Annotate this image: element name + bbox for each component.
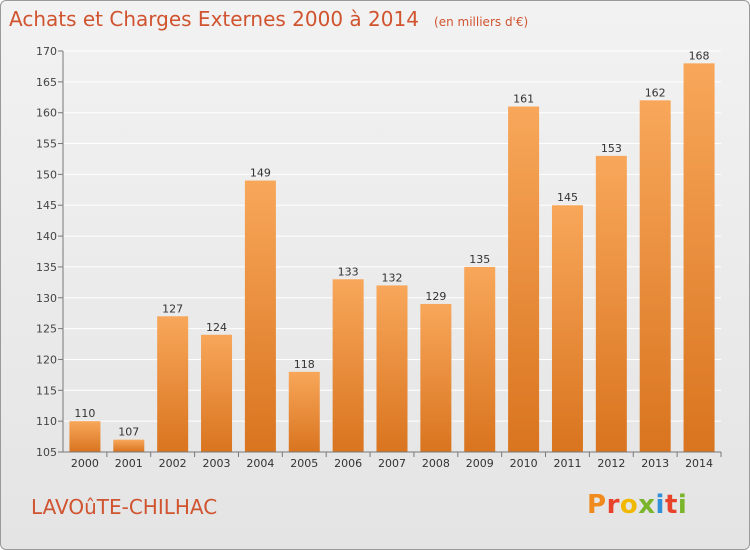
x-tick-label: 2004 (246, 457, 274, 470)
x-tick-label: 2005 (290, 457, 318, 470)
logo-letter: i (655, 490, 665, 520)
labels-group: 110 107 127 124 149 118 133 132 129 135 161 145 153 1… (74, 49, 709, 438)
y-tick-label: 130 (36, 292, 57, 305)
commune-name: LAVOûTE-CHILHAC (31, 495, 218, 519)
y-tick-label: 150 (36, 168, 57, 181)
data-label: 124 (206, 321, 227, 334)
data-label: 149 (250, 167, 271, 180)
chart-title: Achats et Charges Externes 2000 à 2014 (… (9, 7, 528, 31)
y-tick-label: 110 (36, 415, 57, 428)
x-tick-label: 2001 (115, 457, 143, 470)
bars-group (69, 63, 715, 453)
bar (376, 285, 408, 452)
y-tick-label: 120 (36, 353, 57, 366)
bar (639, 100, 671, 452)
bar (420, 303, 452, 452)
x-tick-label: 2013 (641, 457, 669, 470)
logo-letter: r (606, 490, 620, 520)
bar (244, 180, 276, 453)
y-tick-label: 105 (36, 446, 57, 459)
chart-title-main: Achats et Charges Externes 2000 à 2014 (9, 7, 419, 31)
bar (288, 371, 320, 452)
bar (595, 155, 627, 452)
y-tick-label: 160 (36, 107, 57, 120)
chart-title-unit: (en milliers d'€) (434, 15, 529, 29)
bar (113, 439, 145, 452)
y-tick-label: 165 (36, 76, 57, 89)
logo-letter: i (677, 490, 688, 520)
data-label: 110 (74, 407, 95, 420)
logo-letter: o (619, 490, 639, 520)
logo-letter: t (664, 490, 678, 520)
data-label: 162 (645, 86, 666, 99)
bar (69, 421, 101, 452)
data-label: 161 (513, 93, 534, 106)
x-tick-label: 2007 (378, 457, 406, 470)
data-label: 145 (557, 191, 578, 204)
bar (683, 63, 715, 452)
x-tick-label: 2003 (203, 457, 231, 470)
bar (508, 106, 540, 453)
bar (157, 316, 189, 452)
data-label: 127 (162, 302, 183, 315)
y-tick-label: 145 (36, 199, 57, 212)
y-tick-label: 140 (36, 230, 57, 243)
x-tick-label: 2012 (597, 457, 625, 470)
data-label: 129 (425, 290, 446, 303)
data-label: 132 (382, 271, 403, 284)
x-tick-label: 2006 (334, 457, 362, 470)
x-tick-label: 2008 (422, 457, 450, 470)
data-label: 168 (689, 49, 710, 62)
bar (332, 279, 364, 452)
x-tick-label: 2000 (71, 457, 99, 470)
bar (201, 334, 233, 452)
x-tick-label: 2014 (685, 457, 713, 470)
logo-letter: x (638, 490, 656, 520)
data-label: 107 (118, 426, 139, 439)
y-tick-label: 135 (36, 261, 57, 274)
data-label: 133 (338, 265, 359, 278)
data-label: 153 (601, 142, 622, 155)
bar (551, 205, 583, 452)
y-tick-label: 155 (36, 138, 57, 151)
x-tick-label: 2009 (466, 457, 494, 470)
logo-letter: P (587, 490, 607, 520)
bar (464, 266, 496, 452)
x-tick-label: 2011 (553, 457, 581, 470)
axes-group: 105 110 115 120 125 130 135 140 145 150 155 160 165 1… (36, 45, 722, 470)
proxiti-logo: Proxiti (587, 490, 687, 520)
data-label: 118 (294, 358, 315, 371)
y-tick-label: 125 (36, 323, 57, 336)
x-tick-label: 2010 (510, 457, 538, 470)
y-tick-label: 170 (36, 45, 57, 58)
y-tick-label: 115 (36, 384, 57, 397)
x-tick-label: 2002 (159, 457, 187, 470)
data-label: 135 (469, 253, 490, 266)
